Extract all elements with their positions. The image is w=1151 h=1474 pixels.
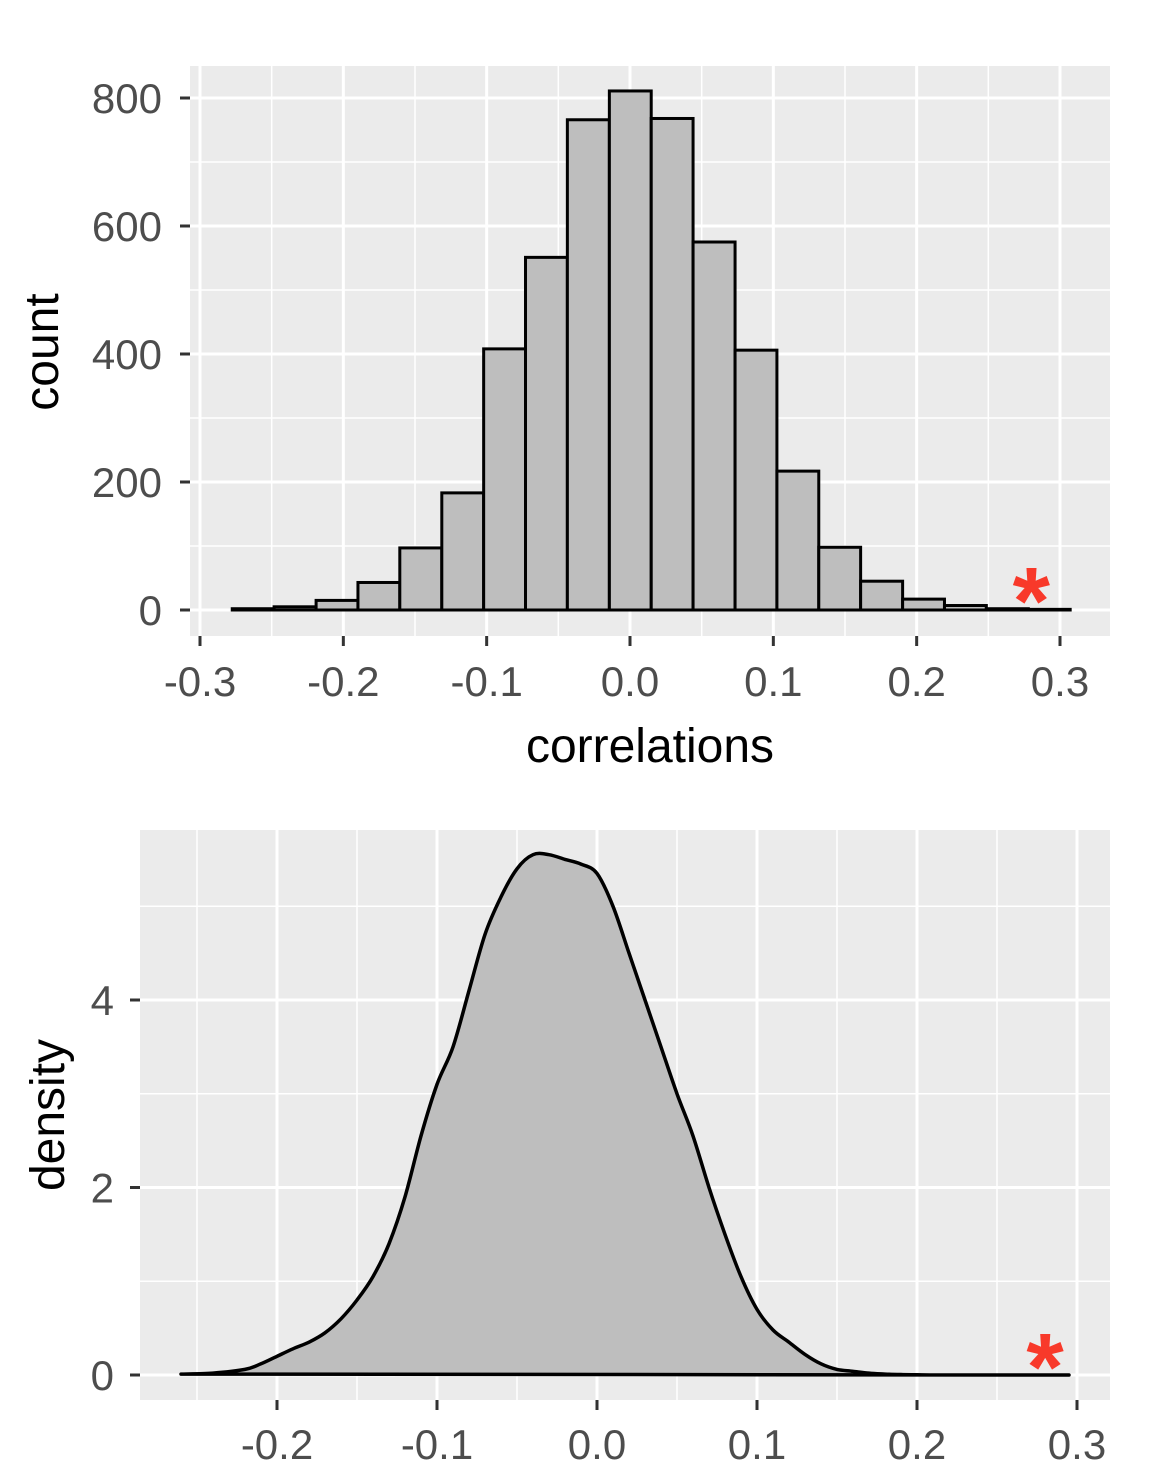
histogram-y-tick-label-800: 800: [92, 75, 162, 122]
density-x-tick-label-0: 0.0: [568, 1421, 626, 1468]
histogram-bar: [356, 580, 402, 612]
histogram-bar: [398, 546, 444, 612]
histogram-axes: -0.3 -0.2 -0.1 0.0 0.1 0.2 0.3 0 200 400 600 800: [92, 75, 1089, 705]
histogram-bar: [272, 605, 318, 612]
histogram-x-tick-label-m0p2: -0.2: [307, 658, 379, 705]
histogram-bar: [565, 118, 611, 612]
histogram-bar: [524, 255, 569, 612]
histogram-bar: [859, 579, 905, 612]
density-x-tick-label-0p3: 0.3: [1048, 1421, 1106, 1468]
histogram-bar: [691, 240, 737, 612]
density-x-tick-label-m0p2: -0.2: [241, 1421, 313, 1468]
histogram-bar: [607, 89, 653, 612]
density-y-axis-title: density: [22, 1039, 75, 1191]
density-y-tick-label-2: 2: [91, 1165, 114, 1212]
histogram-x-tick-label-0p3: 0.3: [1031, 658, 1089, 705]
histogram-bar: [817, 545, 863, 612]
density-y-tick-label-0: 0: [91, 1352, 114, 1399]
histogram-y-axis-title: count: [16, 293, 69, 410]
histogram-observed-marker: *: [1013, 548, 1051, 655]
histogram-bar: [649, 116, 695, 612]
density-x-tick-label-0p2: 0.2: [888, 1421, 946, 1468]
density-axes: -0.2 -0.1 0.0 0.1 0.2 0.3 0 2 4: [91, 977, 1107, 1468]
histogram-y-tick-label-200: 200: [92, 459, 162, 506]
histogram-x-tick-label-0: 0.0: [601, 658, 659, 705]
density-chart: -0.2 -0.1 0.0 0.1 0.2 0.3 0 2 4 * density: [22, 830, 1110, 1468]
histogram-y-tick-label-600: 600: [92, 203, 162, 250]
histogram-bar: [775, 469, 821, 612]
histogram-x-tick-label-0p1: 0.1: [744, 658, 802, 705]
density-curve-area: [179, 851, 1071, 1377]
histogram-bar: [440, 491, 486, 612]
histogram-y-tick-label-400: 400: [92, 331, 162, 378]
histogram-x-tick-label-m0p1: -0.1: [450, 658, 522, 705]
histogram-bar: [230, 607, 276, 612]
density-x-tick-label-m0p1: -0.1: [401, 1421, 473, 1468]
histogram-bar: [901, 597, 946, 612]
histogram-bar: [942, 604, 988, 612]
density-observed-marker: *: [1026, 1314, 1064, 1421]
density-y-tick-label-4: 4: [91, 977, 114, 1024]
histogram-x-tick-label-m0p3: -0.3: [164, 658, 236, 705]
histogram-bar: [314, 598, 360, 612]
histogram-bar: [733, 348, 779, 612]
histogram-bars: [230, 89, 1072, 612]
histogram-x-tick-label-0p2: 0.2: [887, 658, 945, 705]
histogram-y-tick-label-0: 0: [139, 587, 162, 634]
histogram-x-axis-title: correlations: [526, 720, 774, 773]
density-x-tick-label-0p1: 0.1: [728, 1421, 786, 1468]
histogram-bar: [482, 347, 528, 612]
histogram-bar: [1026, 607, 1072, 612]
